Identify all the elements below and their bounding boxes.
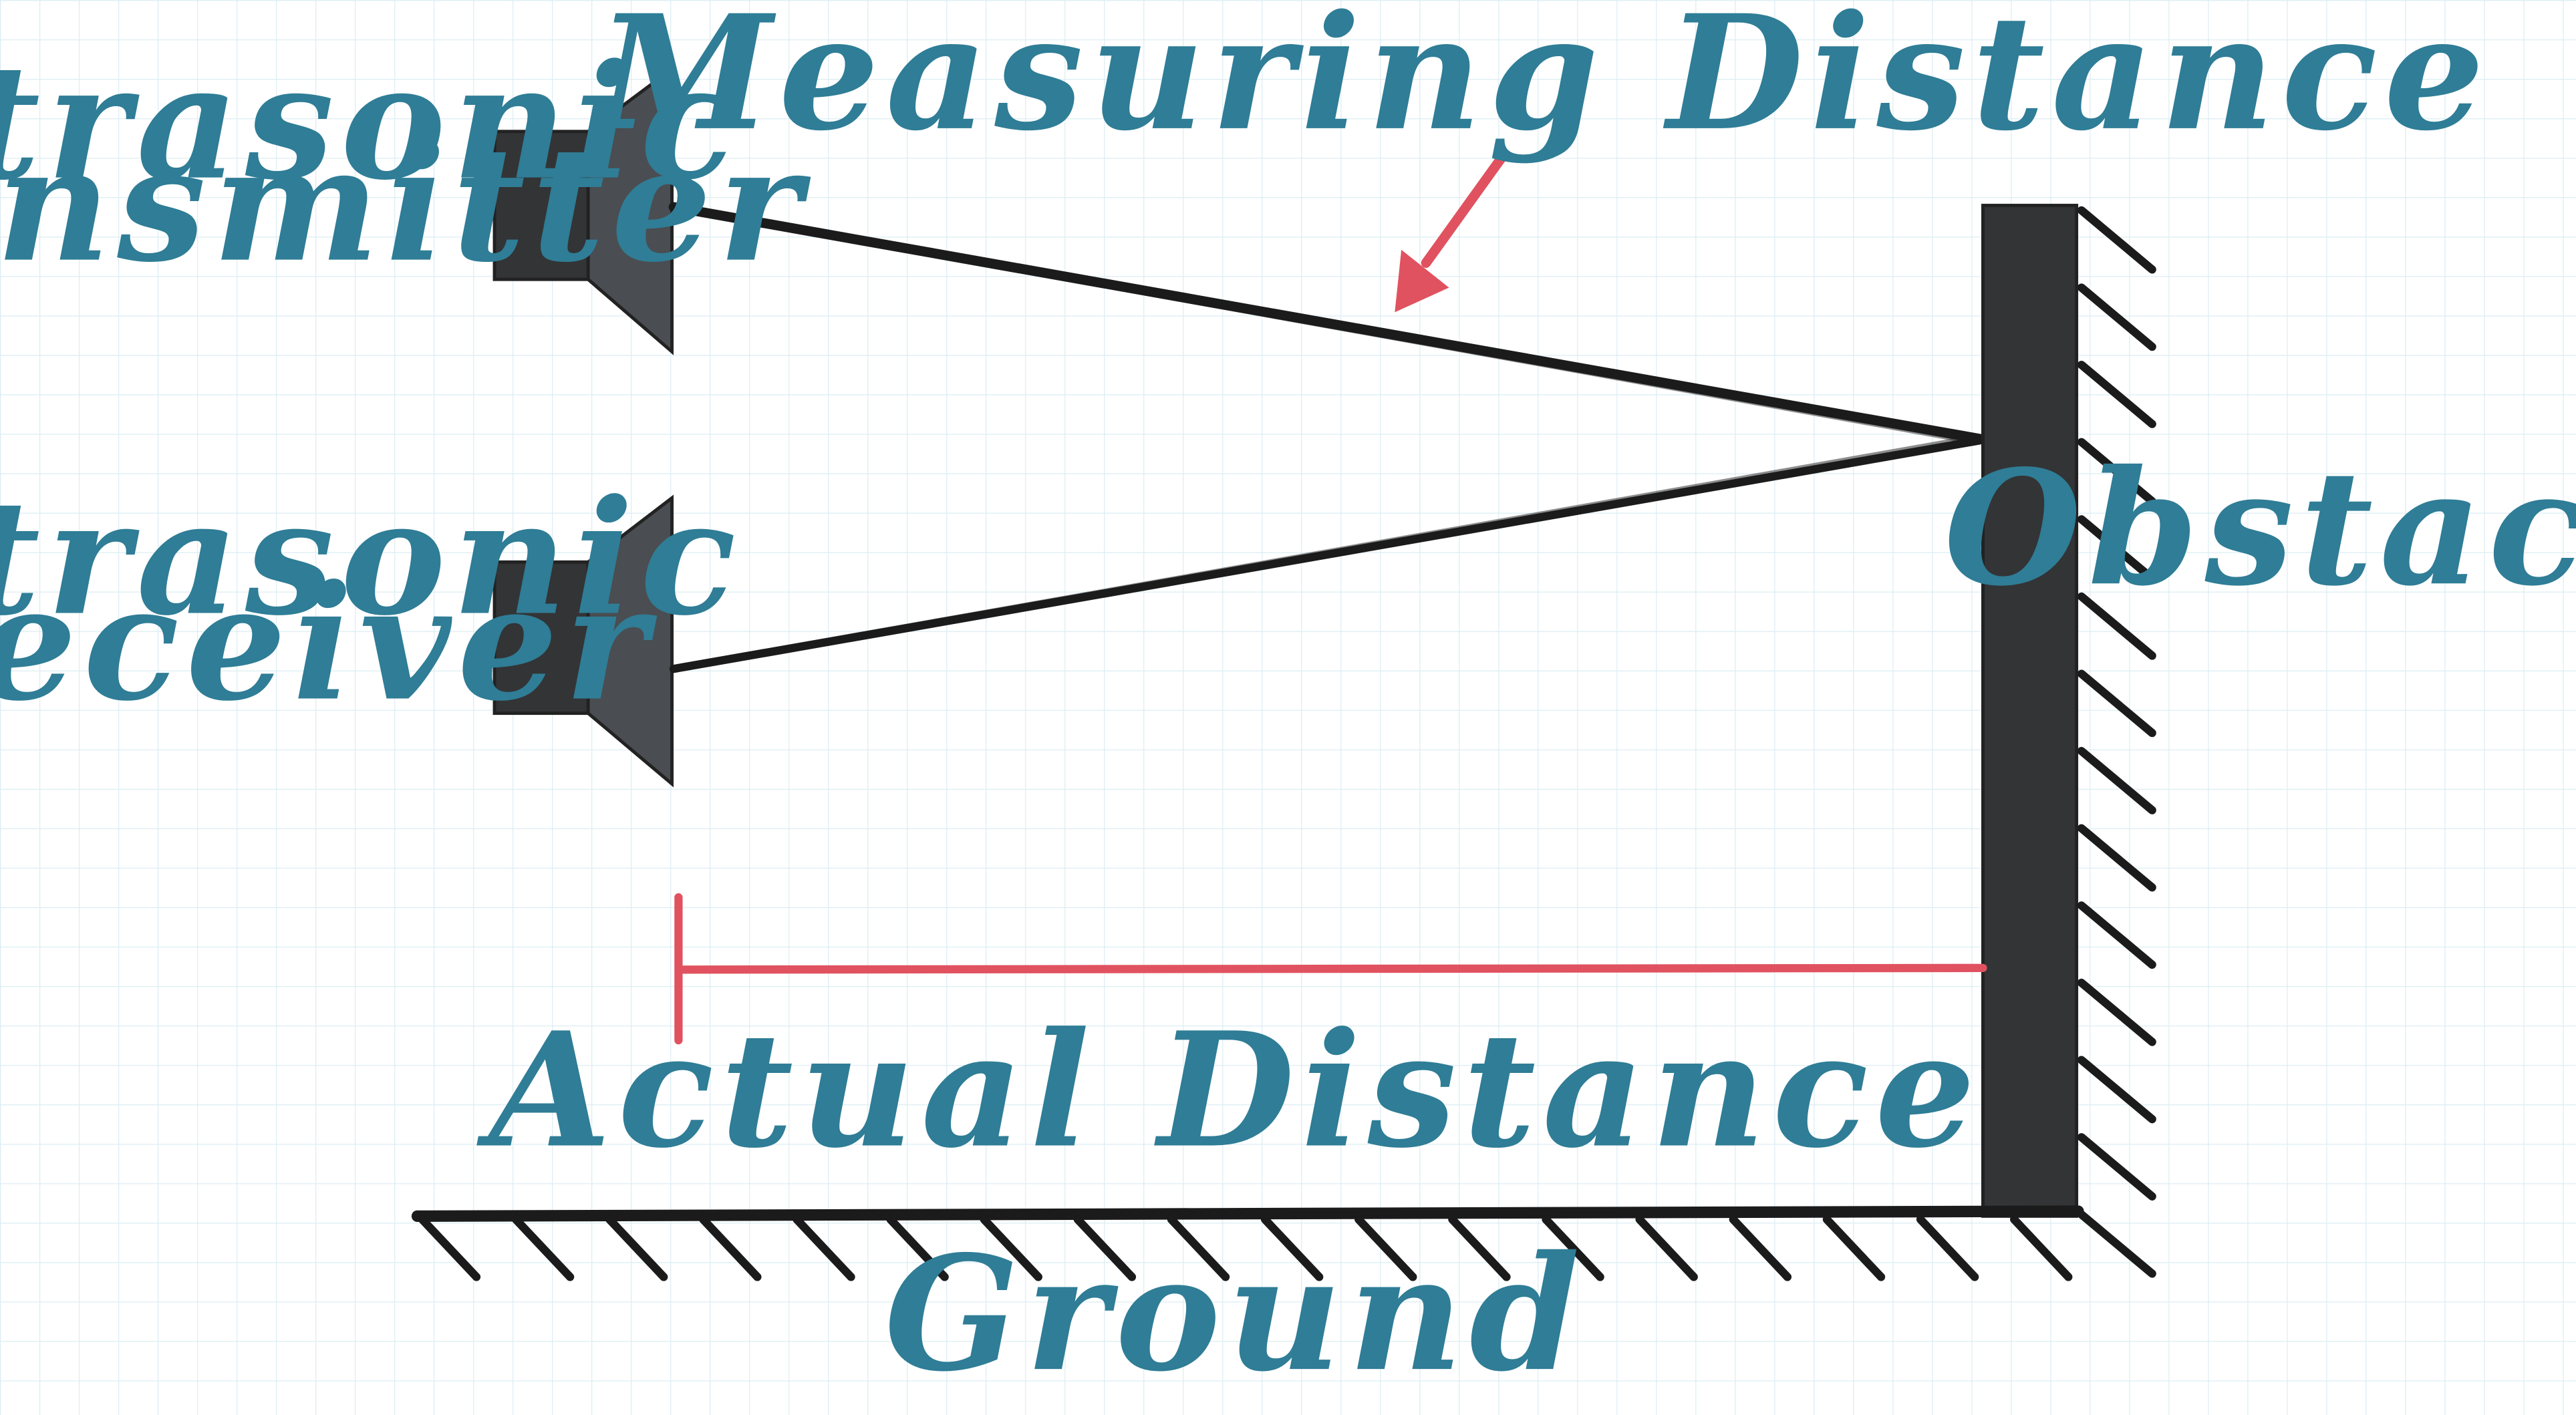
receiver-label-line2: Receiver <box>0 550 658 736</box>
actual-distance-line <box>674 893 1987 1045</box>
measuring-distance-path <box>668 202 1985 673</box>
obstacle-wall <box>1981 204 2156 1278</box>
measuring-distance-arrow-icon <box>1395 152 1507 313</box>
ground-label: Ground <box>885 1221 1587 1406</box>
transmitter-label-line2: Transmitter <box>0 112 811 297</box>
receiver-label-line1: Ultrasonic <box>0 464 742 650</box>
ground-line <box>411 1205 2084 1281</box>
obstacle-label: Obstacle <box>1944 435 2576 621</box>
receiver-speaker-icon <box>492 494 674 788</box>
transmitter-label-line1: Ultrasonic <box>0 29 742 215</box>
actual-distance-label: Actual Distance <box>476 997 1982 1183</box>
measuring-distance-label: Measuring Distance <box>593 0 2490 166</box>
transmitter-speaker-icon <box>492 65 674 355</box>
